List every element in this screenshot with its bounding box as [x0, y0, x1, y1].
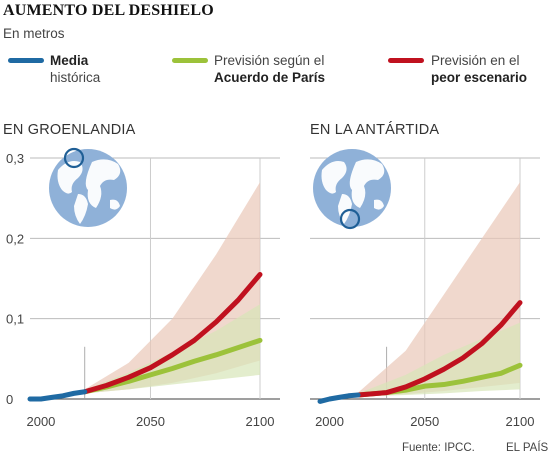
continent-0 [57, 161, 83, 194]
series-worst [355, 300, 523, 398]
y-tick-label: 0,2 [6, 231, 24, 246]
x-tick-label: 2000 [315, 414, 344, 429]
legend-historic: Media histórica [50, 52, 100, 86]
legend-swatch-worst [388, 58, 424, 63]
legend-swatch-historic [8, 58, 44, 63]
legend-paris: Previsión según el Acuerdo de París [214, 52, 325, 86]
legend-swatch-paris [172, 58, 208, 63]
globe-icon [49, 147, 127, 227]
legend-paris-line1: Previsión según el [214, 53, 325, 68]
panel-title-greenland: EN GROENLANDIA [3, 122, 136, 138]
chart-subtitle: En metros [3, 26, 65, 41]
band-paris [84, 304, 260, 394]
continent-0 [321, 161, 347, 194]
x-tick-label: 2050 [136, 414, 165, 429]
legend-historic-line2: histórica [50, 70, 101, 85]
legend-worst-line1: Previsión en el [431, 53, 520, 68]
x-tick-label: 2050 [410, 414, 439, 429]
legend-worst-line2: peor escenario [431, 70, 528, 85]
legend-historic-line1: Media [50, 53, 89, 68]
continent-3 [110, 199, 120, 210]
series-historic [27, 389, 88, 402]
continent-2 [85, 159, 121, 208]
globe-icon [313, 149, 391, 230]
continent-2 [349, 159, 385, 208]
x-tick-label: 2100 [506, 414, 535, 429]
series-worst [82, 271, 263, 395]
chart-title: AUMENTO DEL DESHIELO [3, 2, 214, 19]
x-tick-label: 2000 [26, 414, 55, 429]
source-note: Fuente: IPCC. [402, 442, 475, 454]
y-tick-label: 0,3 [6, 151, 24, 166]
greenland-marker-icon [63, 147, 85, 169]
antarctica-marker-icon [339, 208, 361, 230]
y-tick-label: 0 [6, 392, 13, 407]
continent-1 [74, 194, 88, 224]
chart-panel-1: 2000 2050 2100 [310, 149, 540, 429]
brand-label: EL PAÍS [506, 442, 549, 454]
y-tick-label: 0,1 [6, 312, 24, 327]
chart-panel-0: 0 0,1 0,2 0,3 2000 2050 2100 [6, 147, 280, 429]
series-historic [317, 392, 361, 404]
legend-worst: Previsión en el peor escenario [431, 52, 527, 86]
x-tick-label: 2100 [246, 414, 275, 429]
continent-3 [374, 199, 384, 210]
panel-title-antarctica: EN LA ANTÁRTIDA [310, 122, 440, 138]
legend-paris-line2: Acuerdo de París [214, 70, 326, 85]
